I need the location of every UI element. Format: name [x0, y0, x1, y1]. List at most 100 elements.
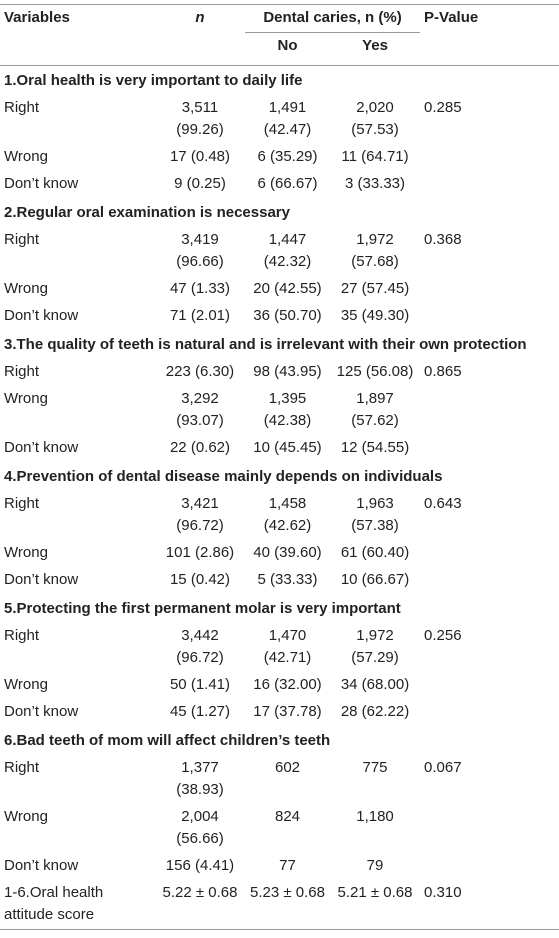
data-row: Wrong 101 (2.86) 40 (39.60) 61 (60.40)	[0, 540, 559, 567]
data-row: Wrong 3,292 (93.07) 1,395 (42.38) 1,897 (57…	[0, 386, 559, 435]
cell: 98 (43.95)	[253, 363, 322, 380]
row-label: Don’t know	[4, 307, 79, 324]
cell: 156 (4.41)	[165, 857, 235, 874]
empty-cell	[420, 435, 559, 462]
empty-cell	[420, 303, 559, 330]
empty-cell	[420, 540, 559, 567]
cell: 6 (66.67)	[257, 175, 318, 192]
cell: 824	[274, 808, 301, 825]
cell: 6 (35.29)	[257, 148, 318, 165]
cell: 1,395 (42.38)	[263, 390, 312, 429]
header-cell: Dental caries, n (%)	[245, 4, 421, 33]
row-label: Don’t know	[4, 703, 79, 720]
cell: 1,972 (57.68)	[351, 231, 399, 270]
cell: 775	[362, 759, 388, 776]
cell: 36 (50.70)	[253, 307, 322, 324]
cell: 3 (33.33)	[344, 175, 406, 192]
cell: 2,020 (57.53)	[351, 99, 399, 138]
cell: 1,447 (42.32)	[263, 231, 312, 270]
data-row: Wrong 2,004 (56.66) 824 1,180	[0, 804, 559, 853]
cell: 3,421 (96.72)	[176, 495, 224, 534]
cell: 61 (60.40)	[340, 544, 410, 561]
empty-cell	[420, 171, 559, 198]
data-row: Don’t know 45 (1.27) 17 (37.78) 28 (62.22)	[0, 699, 559, 726]
cell: 101 (2.86)	[165, 544, 235, 561]
section-row: 2.Regular oral examination is necessary	[0, 198, 559, 227]
data-row: Right 223 (6.30) 98 (43.95) 125 (56.08) 0.86…	[0, 359, 559, 386]
cell: 17 (37.78)	[253, 703, 322, 720]
data-row: Wrong 50 (1.41) 16 (32.00) 34 (68.00)	[0, 672, 559, 699]
row-label: Don’t know	[4, 571, 79, 588]
empty-cell	[420, 672, 559, 699]
empty-cell	[420, 386, 559, 435]
cell: 1,963 (57.38)	[351, 495, 399, 534]
section-row: 6.Bad teeth of mom will affect children’…	[0, 726, 559, 755]
cell: 28 (62.22)	[340, 703, 410, 720]
row-label: Right	[4, 363, 40, 380]
section-title: 1.Oral health is very important to daily…	[4, 72, 303, 89]
cell: 5.23 ± 0.68	[250, 884, 325, 901]
cell: 1,491 (42.47)	[263, 99, 312, 138]
section-row: 5.Protecting the first permanent molar i…	[0, 594, 559, 623]
cell: 3,442 (96.72)	[176, 627, 224, 666]
section-title: 5.Protecting the first permanent molar i…	[4, 600, 401, 617]
cell: 22 (0.62)	[169, 439, 231, 456]
header-cell: Variables	[4, 9, 70, 26]
table-body: 1.Oral health is very important to daily…	[0, 66, 559, 930]
empty-cell	[420, 804, 559, 853]
section-title: 6.Bad teeth of mom will affect children’…	[4, 732, 331, 749]
p-value: 0.067	[424, 759, 462, 776]
row-label: Don’t know	[4, 857, 79, 874]
data-table: Variables n Dental caries, n (%) P-Value…	[0, 4, 559, 930]
section-row: 3.The quality of teeth is natural and is…	[0, 330, 559, 359]
data-row: Don’t know 71 (2.01) 36 (50.70) 35 (49.30)	[0, 303, 559, 330]
cell: 3,419 (96.66)	[176, 231, 224, 270]
row-label: Right	[4, 99, 40, 116]
data-row: Right 1,377 (38.93) 602 775 0.067	[0, 755, 559, 804]
cell: 47 (1.33)	[169, 280, 231, 297]
row-label: Wrong	[4, 390, 48, 407]
section-title: 3.The quality of teeth is natural and is…	[4, 336, 527, 353]
cell: 27 (57.45)	[340, 280, 410, 297]
header-cell: Yes	[362, 37, 388, 54]
cell: 602	[274, 759, 301, 776]
cell: 20 (42.55)	[253, 280, 322, 297]
cell: 79	[366, 857, 384, 874]
p-value: 0.285	[424, 99, 462, 116]
cell: 15 (0.42)	[169, 571, 231, 588]
p-value: 0.643	[424, 495, 462, 512]
cell: 1,180	[356, 808, 394, 825]
cell: 125 (56.08)	[336, 363, 414, 380]
data-row: Don’t know 22 (0.62) 10 (45.45) 12 (54.55)	[0, 435, 559, 462]
header-row: No Yes	[0, 33, 559, 66]
cell: 3,292 (93.07)	[176, 390, 224, 429]
cell: 45 (1.27)	[169, 703, 231, 720]
row-label: Right	[4, 495, 40, 512]
cell: 223 (6.30)	[165, 363, 235, 380]
row-label: Wrong	[4, 544, 48, 561]
row-label: Don’t know	[4, 175, 79, 192]
p-value: 0.865	[424, 363, 462, 380]
cell: 11 (64.71)	[341, 148, 409, 165]
p-value: 0.368	[424, 231, 462, 248]
cell: 1,972 (57.29)	[351, 627, 399, 666]
cell: 35 (49.30)	[340, 307, 410, 324]
cell: 40 (39.60)	[253, 544, 322, 561]
cell: 10 (66.67)	[340, 571, 410, 588]
p-value: 0.256	[424, 627, 462, 644]
row-label: Wrong	[4, 808, 48, 825]
row-label: Wrong	[4, 148, 48, 165]
row-label: Right	[4, 759, 40, 776]
row-label: Right	[4, 231, 40, 248]
cell: 71 (2.01)	[169, 307, 231, 324]
cell: 1,377 (38.93)	[176, 759, 224, 798]
cell: 10 (45.45)	[253, 439, 322, 456]
data-row: Right 3,442 (96.72) 1,470 (42.71) 1,972 (57…	[0, 623, 559, 672]
data-row: Wrong 47 (1.33) 20 (42.55) 27 (57.45)	[0, 276, 559, 303]
cell: 1,470 (42.71)	[263, 627, 312, 666]
cell: 3,511 (99.26)	[176, 99, 224, 138]
empty-cell	[420, 567, 559, 594]
page: Variables n Dental caries, n (%) P-Value…	[0, 4, 559, 938]
header-row: Variables n Dental caries, n (%) P-Value	[0, 4, 559, 33]
cell: 77	[279, 857, 296, 874]
